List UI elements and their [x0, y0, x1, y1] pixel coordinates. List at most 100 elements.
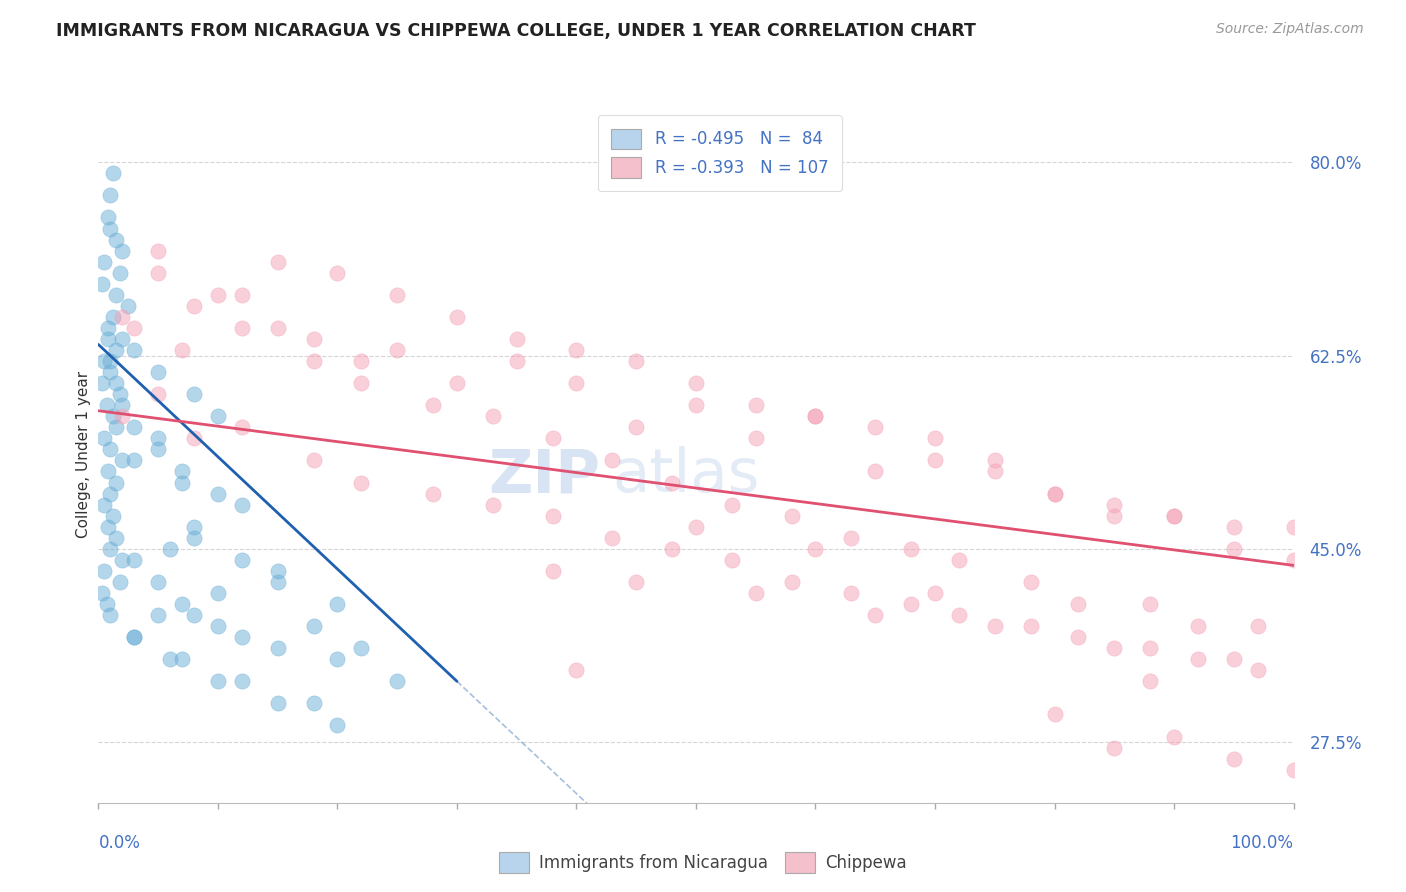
Point [93, 254, 115, 268]
Point [117, 299, 139, 313]
Point [124, 630, 146, 644]
Point [101, 310, 124, 324]
Point [207, 586, 229, 600]
Point [745, 586, 768, 600]
Point [207, 486, 229, 500]
Point [148, 442, 170, 457]
Text: 0.0%: 0.0% [98, 834, 141, 852]
Point [624, 354, 647, 368]
Point [302, 354, 325, 368]
Point [1222, 751, 1246, 765]
Legend: Immigrants from Nicaragua, Chippewa: Immigrants from Nicaragua, Chippewa [492, 846, 914, 880]
Point [93, 564, 115, 578]
Point [97, 465, 120, 479]
Point [481, 498, 505, 512]
Point [1163, 508, 1185, 523]
Point [350, 475, 373, 490]
Point [661, 541, 683, 556]
Point [745, 398, 768, 412]
Point [101, 409, 124, 424]
Point [1067, 630, 1090, 644]
Point [481, 409, 505, 424]
Text: 100.0%: 100.0% [1230, 834, 1294, 852]
Point [98, 221, 122, 235]
Point [983, 619, 1005, 633]
Text: Source: ZipAtlas.com: Source: ZipAtlas.com [1216, 22, 1364, 37]
Point [863, 608, 886, 623]
Point [326, 597, 349, 611]
Point [148, 574, 170, 589]
Point [183, 519, 205, 533]
Point [839, 586, 862, 600]
Point [124, 321, 146, 335]
Point [148, 365, 170, 379]
Point [267, 574, 290, 589]
Point [1043, 486, 1066, 500]
Point [1139, 597, 1161, 611]
Point [1019, 619, 1042, 633]
Point [183, 387, 205, 401]
Point [183, 531, 205, 545]
Point [231, 420, 253, 434]
Point [1019, 574, 1042, 589]
Point [541, 431, 564, 445]
Point [302, 453, 325, 467]
Point [124, 420, 146, 434]
Point [96, 398, 118, 412]
Point [108, 266, 131, 280]
Point [98, 486, 122, 500]
Point [1187, 619, 1209, 633]
Point [565, 343, 588, 357]
Point [159, 541, 181, 556]
Point [1246, 663, 1268, 677]
Point [97, 519, 120, 533]
Point [148, 244, 170, 258]
Point [1246, 619, 1268, 633]
Point [446, 376, 468, 391]
Point [326, 652, 349, 666]
Point [1043, 707, 1066, 722]
Point [111, 332, 134, 346]
Point [350, 376, 373, 391]
Point [93, 431, 115, 445]
Point [97, 332, 120, 346]
Point [98, 442, 122, 457]
Point [124, 630, 146, 644]
Point [98, 608, 122, 623]
Point [720, 498, 742, 512]
Point [1282, 553, 1305, 567]
Point [661, 475, 683, 490]
Point [685, 398, 707, 412]
Text: ZIP: ZIP [488, 446, 600, 505]
Point [172, 475, 194, 490]
Text: atlas: atlas [612, 446, 759, 505]
Point [350, 354, 373, 368]
Point [983, 465, 1005, 479]
Point [231, 553, 253, 567]
Point [1102, 498, 1125, 512]
Point [183, 608, 205, 623]
Point [1187, 652, 1209, 666]
Point [422, 398, 444, 412]
Point [720, 553, 742, 567]
Point [207, 409, 229, 424]
Point [685, 519, 707, 533]
Point [863, 420, 886, 434]
Point [624, 420, 647, 434]
Point [624, 574, 647, 589]
Point [350, 641, 373, 656]
Point [900, 541, 922, 556]
Point [1222, 519, 1246, 533]
Point [1222, 652, 1246, 666]
Point [183, 299, 205, 313]
Point [108, 574, 131, 589]
Point [1139, 641, 1161, 656]
Point [93, 354, 115, 368]
Point [91, 376, 114, 391]
Point [983, 453, 1005, 467]
Point [231, 498, 253, 512]
Point [101, 166, 124, 180]
Point [105, 343, 128, 357]
Point [124, 343, 146, 357]
Point [207, 619, 229, 633]
